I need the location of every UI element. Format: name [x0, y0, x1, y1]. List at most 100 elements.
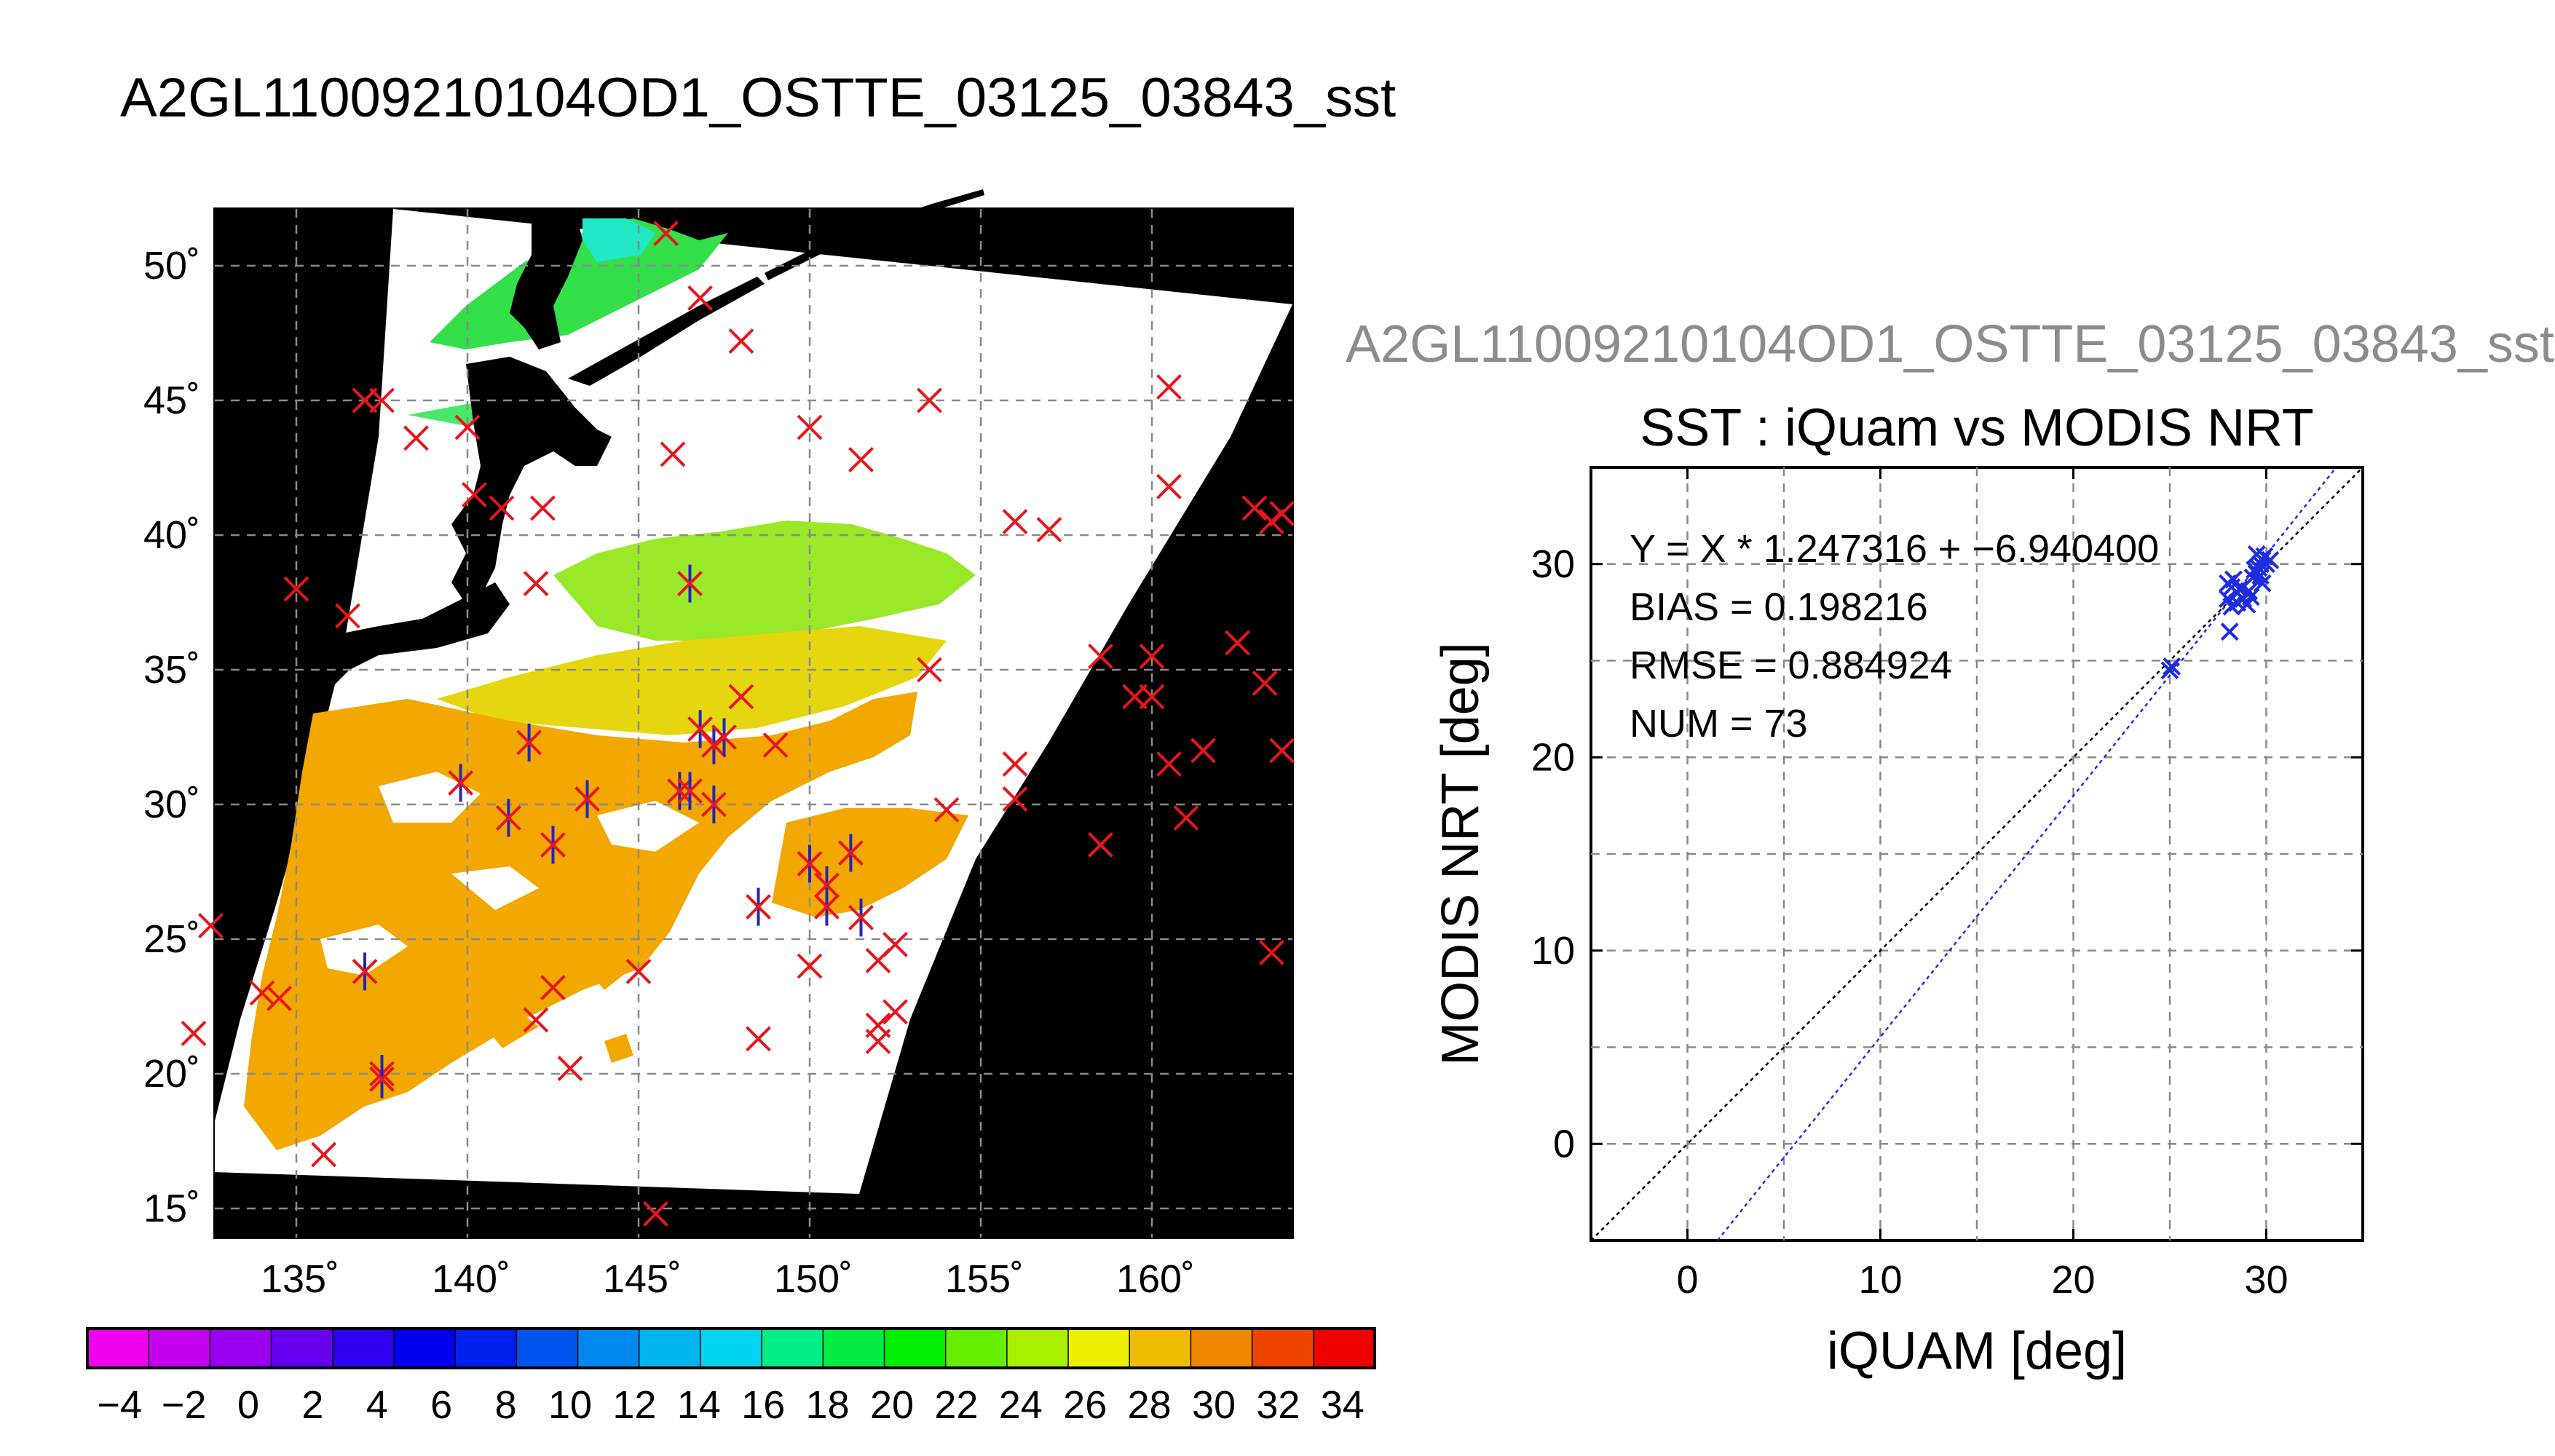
scatter-point — [2246, 561, 2264, 579]
land — [306, 189, 984, 699]
colorbar-frame — [86, 1327, 1376, 1369]
colorbar-tick-label: 18 — [806, 1383, 850, 1427]
iquam-point-marker — [865, 1029, 891, 1055]
lon-tick-label: 145˚ — [603, 1257, 682, 1301]
lon-tick-label: 150˚ — [774, 1257, 853, 1301]
sst-map-panel: 15˚ 20˚ 25˚ 30˚ 35˚ 40˚ 45˚ 50˚ 135˚ 140… — [143, 189, 1295, 1301]
colorbar-cell — [1190, 1328, 1253, 1369]
iquam-point-marker — [461, 482, 487, 507]
iquam-point-marker — [1002, 786, 1028, 812]
colorbar-tick-label: 34 — [1321, 1383, 1365, 1427]
lat-tick-label: 25˚ — [143, 917, 200, 961]
scatter-point — [2220, 622, 2239, 641]
sst-orange-islands — [473, 939, 641, 1063]
scatter-grid — [1591, 467, 2363, 1241]
colorbar-tick-label: −2 — [162, 1383, 207, 1427]
num-stat: NUM = 73 — [1630, 702, 1808, 745]
land-japan-north — [451, 357, 612, 604]
scatter-point — [2253, 574, 2272, 593]
colorbar-tick-label: 12 — [612, 1383, 656, 1427]
matched-point-marker — [677, 772, 703, 810]
cloud-gap-3 — [320, 925, 408, 976]
y-axis-label: MODIS NRT [deg] — [1431, 642, 1490, 1066]
iquam-point-marker — [249, 980, 275, 1006]
iquam-point-marker — [797, 414, 823, 440]
cloud-gap-4 — [451, 866, 539, 910]
land-hokkaido-east — [568, 277, 765, 386]
colorbar-tick-label: 16 — [741, 1383, 785, 1427]
iquam-point-marker — [917, 387, 942, 414]
colorbar-cell — [516, 1328, 579, 1369]
iquam-point-marker — [369, 387, 395, 414]
iquam-point-marker — [1002, 509, 1028, 534]
iquam-point-marker — [1139, 644, 1165, 669]
iquam-point-marker — [1259, 940, 1284, 965]
matched-point-marker — [574, 780, 600, 818]
colorbar-tick-label: 24 — [999, 1383, 1043, 1427]
lat-tick-label: 45˚ — [143, 379, 200, 422]
x-tick-label: 20 — [2051, 1258, 2095, 1302]
iquam-point-marker — [933, 796, 960, 823]
iquam-point-marker — [523, 571, 549, 597]
colorbar-tick-label: −4 — [97, 1383, 142, 1427]
iquam-point-marker — [540, 975, 566, 1001]
lon-tick-label: 160˚ — [1116, 1257, 1195, 1301]
iquam-point-marker — [762, 732, 789, 759]
matched-point-marker — [711, 718, 737, 756]
matched-point-marker — [700, 786, 727, 823]
lat-tick-label: 35˚ — [143, 648, 200, 692]
colorbar-cell — [700, 1328, 763, 1369]
x-axis-label: iQUAM [deg] — [1827, 1322, 2127, 1380]
colorbar-tick-label: 14 — [677, 1383, 721, 1427]
scatter-point — [2240, 582, 2259, 601]
scatter-point — [2247, 545, 2266, 563]
iquam-point-marker — [283, 576, 309, 602]
iquam-point-marker — [797, 953, 823, 979]
iquam-point-marker — [848, 446, 874, 472]
sst-north-field — [430, 218, 728, 349]
iquam-point-marker — [198, 913, 224, 938]
matched-point-marker — [495, 799, 521, 837]
matched-point-marker — [700, 726, 727, 764]
land-korea-edge — [306, 277, 350, 364]
lon-tick-label: 140˚ — [432, 1257, 510, 1301]
cloud-gap-2 — [597, 801, 699, 852]
colorbar-tick-label: 2 — [301, 1383, 323, 1427]
colorbar-cells — [87, 1328, 1376, 1369]
colorbar-cell — [1129, 1328, 1192, 1369]
iquam-point-marker — [1156, 751, 1182, 777]
cloud-gap-1 — [379, 772, 481, 823]
iquam-point-marker — [1190, 737, 1216, 764]
iquam-point-marker — [1088, 832, 1113, 858]
matched-point-marker — [352, 952, 378, 991]
iquam-point-marker — [523, 1007, 549, 1033]
land-japan-south — [306, 582, 510, 699]
iquam-point-marker — [746, 1026, 771, 1052]
colorbar-tick-label: 8 — [495, 1383, 517, 1427]
iquam-point-marker — [728, 684, 754, 710]
colorbar-tick-label: 28 — [1128, 1383, 1172, 1427]
colorbar-tick-label: 4 — [366, 1383, 388, 1427]
iquam-point-marker — [882, 931, 908, 957]
matched-point-marker — [677, 564, 703, 603]
iquam-point-marker — [1269, 737, 1295, 764]
iquam-point-marker — [266, 985, 292, 1011]
scatter-point — [2163, 657, 2181, 676]
lon-tick-label: 135˚ — [261, 1257, 339, 1301]
matched-point-marker — [448, 764, 474, 802]
lat-tick-label: 30˚ — [143, 783, 200, 826]
matched-point-marker — [666, 772, 692, 810]
iquam-point-marker — [882, 999, 908, 1025]
colorbar-cell — [454, 1328, 518, 1369]
iquam-point-marker — [1088, 644, 1113, 669]
matched-point-marker — [540, 826, 566, 864]
land-sakhalin-hokkaido — [510, 209, 583, 349]
scatter-ticks: 0 10 20 30 0 10 20 30 — [1531, 467, 2363, 1302]
x-tick-label: 0 — [1676, 1258, 1698, 1302]
iquam-point-marker — [687, 285, 714, 311]
sst-northeast-cyan — [583, 218, 655, 262]
colorbar-cell — [638, 1328, 702, 1369]
secondary-title: A2GL11009210104OD1_OSTTE_03125_03843_sst — [1346, 315, 2554, 373]
iquam-point-marker — [1156, 374, 1182, 400]
